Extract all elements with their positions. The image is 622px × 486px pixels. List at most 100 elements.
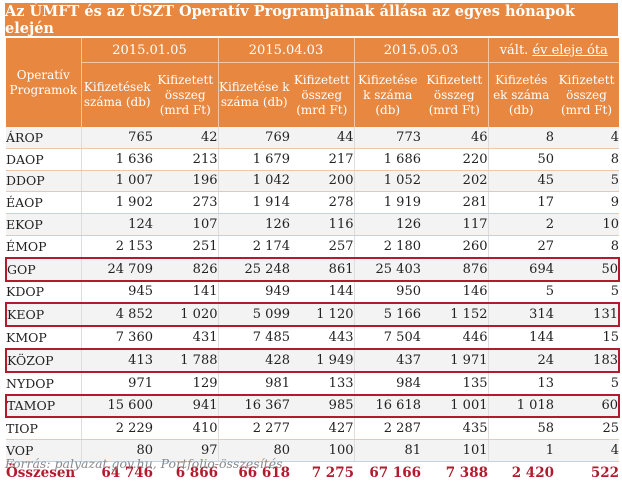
- table-row: ÉMOP 2 153 251 2 174 257 2 180 260 27 8: [6, 235, 619, 259]
- cell-value: 5: [554, 170, 619, 193]
- table-row: NYDOP 971 129 981 133 984 135 13 5: [6, 371, 619, 396]
- cell-value: 2 287: [353, 417, 421, 441]
- cell-value: 2 174: [217, 235, 290, 259]
- cell-value: 427: [290, 417, 354, 441]
- header-change-prefix: vált.: [499, 42, 529, 58]
- cell-value: 80: [217, 439, 290, 462]
- cell-value: 124: [80, 213, 153, 236]
- subheader-2: Kifizetett összeg (mrd Ft): [153, 62, 218, 127]
- cell-value: 144: [290, 280, 354, 304]
- header-change: vált. év eleje óta: [487, 38, 619, 63]
- cell-value: 144: [487, 326, 554, 350]
- cell-value: 1 914: [217, 191, 290, 215]
- subheader-4: Kifizetett összeg (mrd Ft): [290, 62, 354, 127]
- source-note: Forrás: palyazat.gov.hu, Portfolio-össze…: [5, 456, 283, 471]
- cell-value: 985: [290, 393, 354, 419]
- cell-value: 251: [153, 235, 218, 259]
- total-value: 6 866: [153, 461, 218, 484]
- cell-value: 435: [421, 417, 488, 441]
- cell-value: 984: [353, 371, 421, 396]
- cell-value: 5: [554, 280, 619, 304]
- cell-value: 1 007: [80, 170, 153, 193]
- header-date-3: 2015.05.03: [353, 38, 488, 63]
- cell-value: 410: [153, 417, 218, 441]
- cell-value: 2: [487, 213, 554, 236]
- cell-value: 1 020: [153, 302, 218, 328]
- cell-value: 278: [290, 191, 354, 215]
- cell-value: 1 152: [421, 302, 488, 328]
- cell-value: 217: [290, 148, 354, 171]
- subheader-5: Kifizetése k száma (db): [353, 62, 421, 127]
- program-name: ÁROP: [6, 127, 81, 149]
- total-label: Összesen: [6, 461, 81, 484]
- cell-value: 2 277: [217, 417, 290, 441]
- cell-value: 765: [80, 127, 153, 149]
- cell-value: 80: [80, 439, 153, 462]
- cell-value: 446: [421, 326, 488, 350]
- cell-value: 1: [487, 439, 554, 462]
- program-name: VOP: [6, 439, 81, 462]
- table-row: KEOP 4 852 1 020 5 099 1 120 5 166 1 152 314 131: [5, 302, 620, 328]
- cell-value: 945: [80, 280, 153, 304]
- cell-value: 133: [290, 371, 354, 396]
- cell-value: 281: [421, 191, 488, 215]
- cell-value: 1 052: [353, 170, 421, 193]
- cell-value: 17: [487, 191, 554, 215]
- cell-value: 949: [217, 280, 290, 304]
- program-name: KEOP: [5, 302, 81, 328]
- cell-value: 13: [487, 371, 554, 396]
- cell-value: 1 636: [80, 148, 153, 171]
- program-name: KDOP: [6, 280, 81, 304]
- cell-value: 44: [290, 127, 354, 149]
- cell-value: 46: [421, 127, 488, 149]
- table-row: KÖZOP 413 1 788 428 1 949 437 1 971 24 183: [5, 347, 620, 373]
- cell-value: 16 367: [217, 393, 290, 419]
- cell-value: 2 153: [80, 235, 153, 259]
- cell-value: 146: [421, 280, 488, 304]
- table-row: VOP 80 97 80 100 81 101 1 4: [6, 439, 619, 462]
- cell-value: 1 788: [153, 347, 218, 373]
- table-row: ÉAOP 1 902 273 1 914 278 1 919 281 17 9: [6, 191, 619, 215]
- cell-value: 141: [153, 280, 218, 304]
- header-programs: Operatív Programok: [6, 38, 81, 127]
- cell-value: 8: [554, 235, 619, 259]
- cell-value: 971: [80, 371, 153, 396]
- cell-value: 4: [554, 127, 619, 149]
- table-row: EKOP 124 107 126 116 126 117 2 10: [6, 213, 619, 236]
- cell-value: 7 360: [80, 326, 153, 350]
- cell-value: 135: [421, 371, 488, 396]
- cell-value: 1 686: [353, 148, 421, 171]
- cell-value: 1 001: [421, 393, 488, 419]
- cell-value: 25 248: [217, 256, 290, 282]
- program-name: DAOP: [6, 148, 81, 171]
- cell-value: 60: [554, 393, 620, 419]
- subheader-6: Kifizetett összeg (mrd Ft): [421, 62, 488, 127]
- cell-value: 694: [487, 256, 554, 282]
- cell-value: 981: [217, 371, 290, 396]
- total-value: 64 746: [81, 461, 153, 484]
- subheader-1: Kifizetések száma (db): [80, 62, 153, 127]
- cell-value: 10: [554, 213, 619, 236]
- cell-value: 42: [153, 127, 218, 149]
- header-change-since: év eleje óta: [532, 42, 608, 58]
- cell-value: 1 971: [421, 347, 488, 373]
- cell-value: 773: [353, 127, 421, 149]
- cell-value: 50: [487, 148, 554, 171]
- cell-value: 25: [554, 417, 619, 441]
- cell-value: 257: [290, 235, 354, 259]
- cell-value: 196: [153, 170, 218, 193]
- cell-value: 202: [421, 170, 488, 193]
- cell-value: 27: [487, 235, 554, 259]
- cell-value: 126: [217, 213, 290, 236]
- cell-value: 1 902: [80, 191, 153, 215]
- cell-value: 126: [353, 213, 421, 236]
- cell-value: 826: [153, 256, 218, 282]
- total-value: 7 275: [290, 461, 354, 484]
- cell-value: 7 504: [353, 326, 421, 350]
- cell-value: 443: [290, 326, 354, 350]
- total-value: 66 618: [218, 461, 290, 484]
- table-row: DAOP 1 636 213 1 679 217 1 686 220 50 8: [6, 148, 619, 171]
- cell-value: 200: [290, 170, 354, 193]
- cell-value: 45: [487, 170, 554, 193]
- cell-value: 25 403: [353, 256, 421, 282]
